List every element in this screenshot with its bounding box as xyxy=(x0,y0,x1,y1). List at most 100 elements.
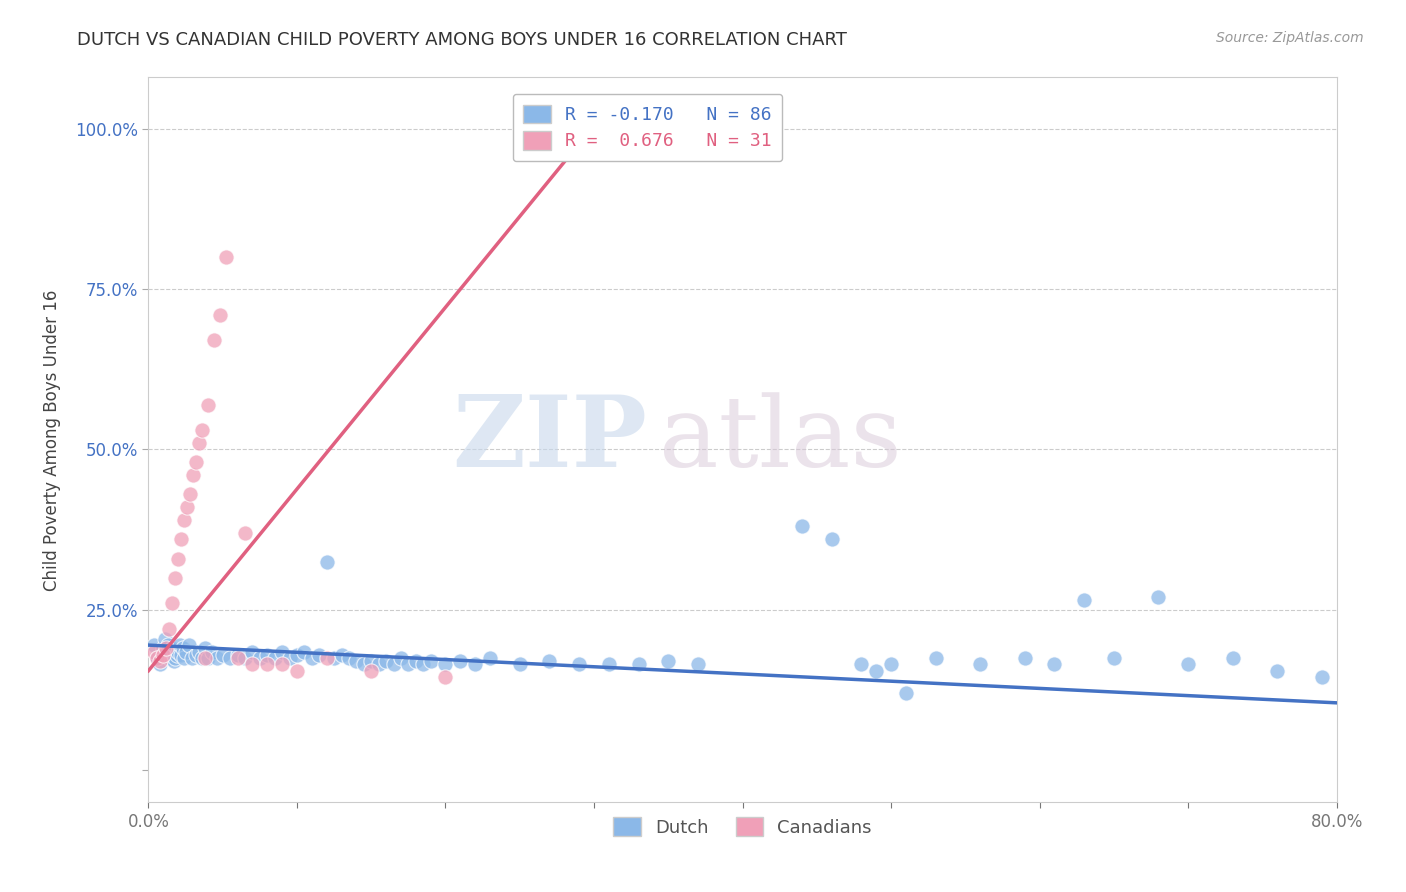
Point xyxy=(308,648,330,662)
Point xyxy=(1177,657,1199,672)
Point xyxy=(821,533,844,547)
Point xyxy=(184,648,207,662)
Point xyxy=(155,644,177,658)
Point xyxy=(1043,657,1066,672)
Point xyxy=(315,651,337,665)
Point xyxy=(367,657,389,672)
Point xyxy=(880,657,903,672)
Point xyxy=(419,654,441,668)
Point xyxy=(143,638,166,652)
Point xyxy=(166,648,188,662)
Point xyxy=(157,651,180,665)
Point xyxy=(851,657,873,672)
Point xyxy=(360,664,382,678)
Text: atlas: atlas xyxy=(659,392,903,488)
Point xyxy=(219,651,242,665)
Point xyxy=(205,651,228,665)
Point xyxy=(149,657,172,672)
Text: ZIP: ZIP xyxy=(453,392,648,488)
Point xyxy=(202,334,225,348)
Point xyxy=(173,651,195,665)
Point xyxy=(1310,670,1333,684)
Point xyxy=(375,654,398,668)
Legend: Dutch, Canadians: Dutch, Canadians xyxy=(606,810,879,844)
Point xyxy=(924,651,946,665)
Point xyxy=(165,571,187,585)
Y-axis label: Child Poverty Among Boys Under 16: Child Poverty Among Boys Under 16 xyxy=(44,289,60,591)
Point xyxy=(353,657,375,672)
Point xyxy=(344,654,367,668)
Point xyxy=(170,533,193,547)
Point xyxy=(301,651,323,665)
Point xyxy=(790,519,813,533)
Point xyxy=(208,308,231,322)
Point xyxy=(177,638,200,652)
Point xyxy=(191,651,214,665)
Point xyxy=(1073,593,1095,607)
Point xyxy=(191,423,214,437)
Point xyxy=(285,664,308,678)
Point xyxy=(1014,651,1036,665)
Point xyxy=(509,657,531,672)
Point xyxy=(184,455,207,469)
Point xyxy=(167,551,190,566)
Point xyxy=(396,657,419,672)
Point xyxy=(315,555,337,569)
Point xyxy=(686,657,709,672)
Point xyxy=(242,657,264,672)
Point xyxy=(464,657,486,672)
Point xyxy=(159,644,181,658)
Point xyxy=(256,657,278,672)
Point xyxy=(627,657,650,672)
Point xyxy=(278,651,301,665)
Point xyxy=(226,648,249,662)
Point xyxy=(382,657,405,672)
Point xyxy=(160,641,183,656)
Point xyxy=(449,654,471,668)
Point xyxy=(1102,651,1125,665)
Point xyxy=(242,644,264,658)
Text: DUTCH VS CANADIAN CHILD POVERTY AMONG BOYS UNDER 16 CORRELATION CHART: DUTCH VS CANADIAN CHILD POVERTY AMONG BO… xyxy=(77,31,848,49)
Point xyxy=(146,651,169,665)
Point xyxy=(330,648,353,662)
Point xyxy=(538,654,561,668)
Point xyxy=(187,644,209,658)
Point xyxy=(865,664,887,678)
Point xyxy=(389,651,412,665)
Point xyxy=(894,686,917,700)
Point xyxy=(197,651,219,665)
Point xyxy=(1222,651,1244,665)
Point xyxy=(249,651,271,665)
Point xyxy=(160,596,183,610)
Point xyxy=(179,487,201,501)
Point xyxy=(1265,664,1288,678)
Point xyxy=(568,657,591,672)
Point xyxy=(197,398,219,412)
Point xyxy=(167,644,190,658)
Point xyxy=(598,657,620,672)
Point xyxy=(292,644,315,658)
Point xyxy=(146,651,169,665)
Point xyxy=(233,651,256,665)
Point xyxy=(323,651,346,665)
Point xyxy=(169,638,191,652)
Point xyxy=(172,641,194,656)
Point xyxy=(180,651,202,665)
Point xyxy=(152,648,174,662)
Point xyxy=(434,670,457,684)
Point xyxy=(150,648,173,662)
Point xyxy=(405,654,427,668)
Point xyxy=(256,648,278,662)
Point xyxy=(226,651,249,665)
Point xyxy=(165,651,187,665)
Point xyxy=(157,622,180,636)
Point xyxy=(211,648,233,662)
Point xyxy=(360,654,382,668)
Point xyxy=(337,651,360,665)
Point xyxy=(149,654,172,668)
Point xyxy=(479,651,502,665)
Point xyxy=(153,632,176,646)
Point xyxy=(156,638,179,652)
Point xyxy=(1147,590,1170,604)
Point xyxy=(174,644,197,658)
